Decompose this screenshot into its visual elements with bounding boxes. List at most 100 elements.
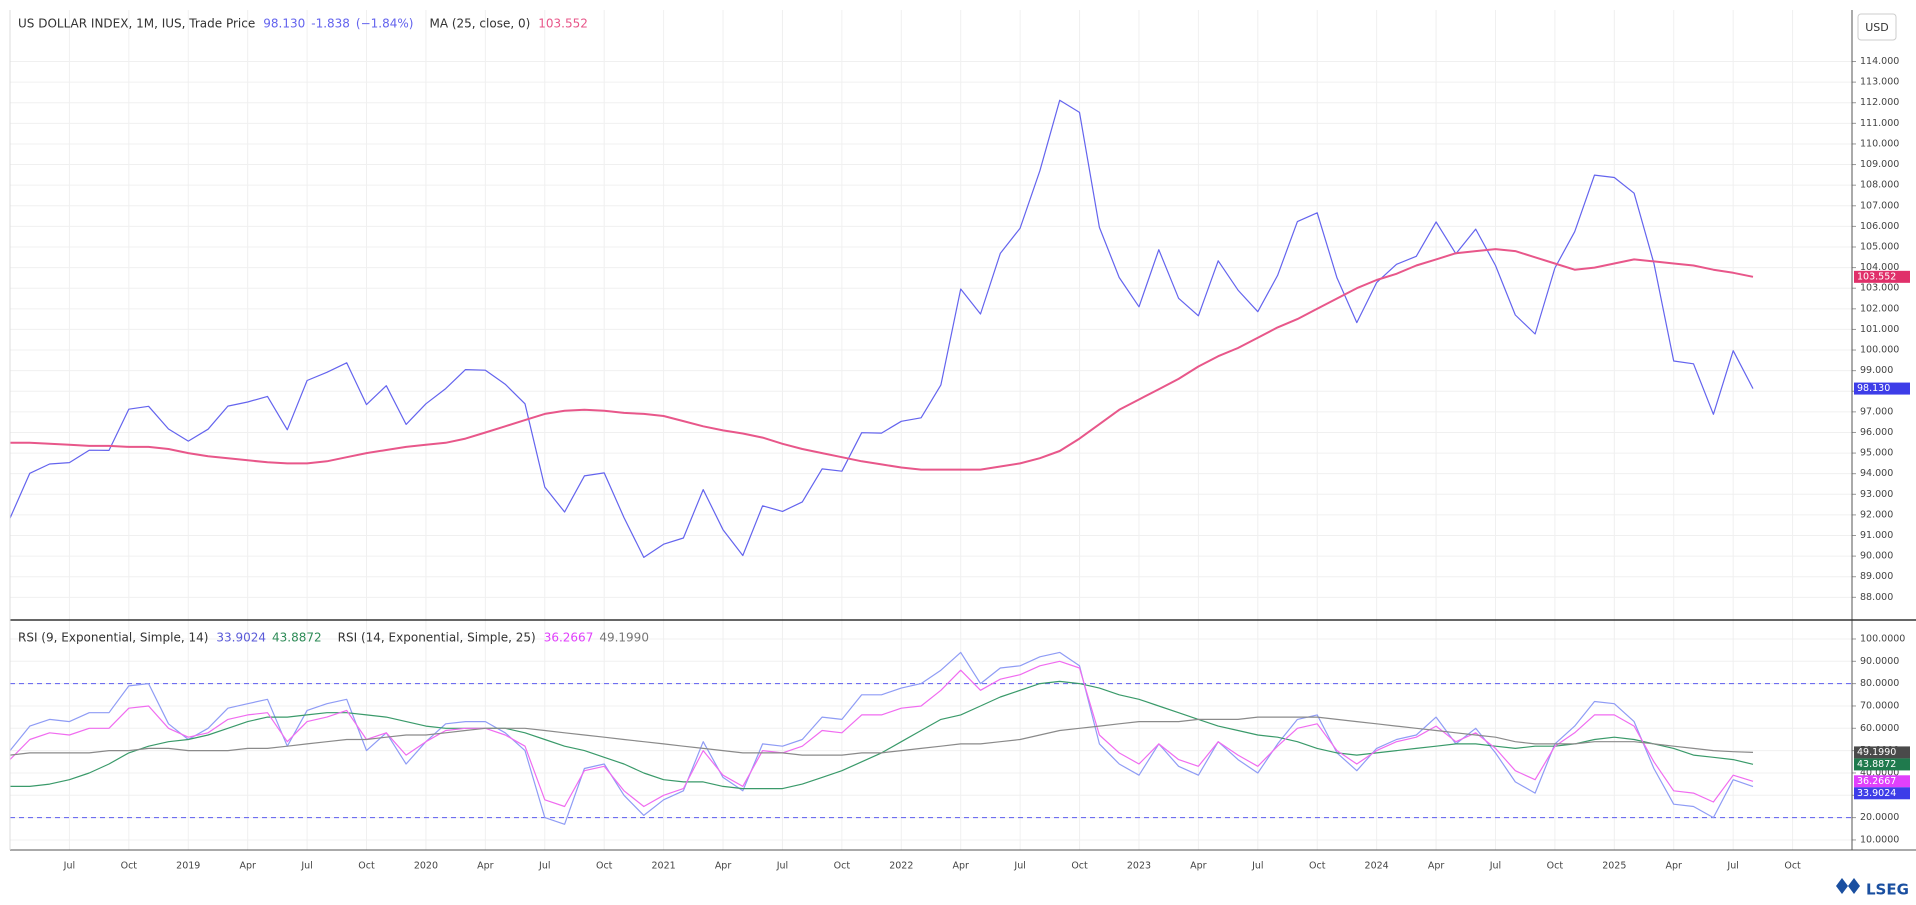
y-tick-label: 105.000 [1860, 241, 1899, 252]
x-tick-label: Oct [121, 861, 138, 872]
x-tick-label: 2023 [1127, 861, 1151, 872]
series-line [9, 660, 1754, 808]
legend-name: MA (25, close, 0) [429, 17, 530, 31]
x-tick-label: 2021 [652, 861, 676, 872]
y-tick-label: 107.000 [1860, 200, 1899, 211]
y-tick-label: 88.000 [1860, 592, 1893, 603]
x-tick-label: Jul [538, 861, 550, 872]
y-tick-label: 100.0000 [1860, 633, 1905, 644]
value-tag [1854, 270, 1910, 283]
y-tick-label: 70.0000 [1860, 700, 1899, 711]
y-tick-label: 108.000 [1860, 180, 1899, 191]
y-tick-label: 112.000 [1860, 97, 1899, 108]
x-tick-label: 2024 [1365, 861, 1389, 872]
value-tag [1854, 382, 1910, 395]
x-tick-label: Jul [1251, 861, 1263, 872]
y-tick-label: 89.000 [1860, 571, 1893, 582]
x-tick-label: Jul [1726, 861, 1738, 872]
y-tick-label: 60.0000 [1860, 723, 1899, 734]
x-tick-label: Apr [952, 861, 969, 872]
x-tick-label: 2020 [414, 861, 438, 872]
y-tick-label: 113.000 [1860, 77, 1899, 88]
value-tag [1854, 758, 1910, 771]
x-tick-label: 2019 [176, 861, 200, 872]
y-tick-label: 40.0000 [1860, 767, 1899, 778]
legend-name: US DOLLAR INDEX, 1M, IUS, Trade Price [18, 17, 255, 31]
x-tick-label: 2025 [1602, 861, 1626, 872]
legend-value: 103.552 [538, 17, 588, 31]
y-tick-label: 20.0000 [1860, 812, 1899, 823]
legend-value: 33.9024 [216, 631, 266, 645]
y-tick-label: 80.0000 [1860, 678, 1899, 689]
y-tick-label: 10.0000 [1860, 834, 1899, 845]
currency-button[interactable] [1857, 13, 1897, 41]
value-tag [1854, 746, 1910, 759]
y-tick-label: 100.000 [1860, 345, 1899, 356]
x-tick-label: Apr [715, 861, 732, 872]
legend-value: 98.130 [263, 17, 305, 31]
x-tick-label: Apr [239, 861, 256, 872]
overlay: Jul Oct 2019 Apr Jul Oct 2020 Apr Jul Oct 2021 Apr J… [18, 17, 1910, 872]
y-tick-label: 102.000 [1860, 303, 1899, 314]
y-tick-label: 109.000 [1860, 159, 1899, 170]
x-tick-label: Oct [596, 861, 613, 872]
legend-value: 36.2667 [544, 631, 594, 645]
brand-name: LSEG [1866, 881, 1909, 899]
x-tick-label: Apr [477, 861, 494, 872]
series-line [9, 99, 1754, 558]
currency-label: USD [1865, 21, 1889, 34]
x-tick-label: Oct [1071, 861, 1088, 872]
x-tick-label: Jul [776, 861, 788, 872]
x-tick-label: Oct [834, 861, 851, 872]
brand-logo: LSEG [1836, 878, 1909, 899]
value-tag-label: 49.1990 [1857, 747, 1896, 758]
value-tag [1854, 775, 1910, 788]
legend-name: RSI (14, Exponential, Simple, 25) [338, 631, 536, 645]
y-tick-label: 111.000 [1860, 118, 1899, 129]
y-tick-label: 91.000 [1860, 530, 1893, 541]
y-tick-label: 101.000 [1860, 324, 1899, 335]
y-tick-label: 104.000 [1860, 262, 1899, 273]
x-tick-label: Jul [63, 861, 75, 872]
legend-value: (−1.84%) [356, 17, 414, 31]
value-tag [1854, 787, 1910, 800]
y-tick-label: 110.000 [1860, 138, 1899, 149]
y-tick-label: 103.000 [1860, 283, 1899, 294]
legend-value: -1.838 [311, 17, 350, 31]
legend-name: RSI (9, Exponential, Simple, 14) [18, 631, 208, 645]
value-tag-label: 43.8872 [1857, 759, 1896, 770]
value-tag-label: 98.130 [1857, 383, 1890, 394]
y-tick-label: 106.000 [1860, 221, 1899, 232]
x-tick-label: Oct [1309, 861, 1326, 872]
x-tick-label: Jul [1489, 861, 1501, 872]
y-tick-label: 94.000 [1860, 468, 1893, 479]
legend-value: 49.1990 [599, 631, 649, 645]
x-tick-label: Apr [1190, 861, 1207, 872]
x-tick-label: Oct [1547, 861, 1564, 872]
y-tick-label: 114.000 [1860, 56, 1899, 67]
value-tag-label: 36.2667 [1857, 776, 1896, 787]
brand-icon [1836, 878, 1860, 894]
grid [10, 10, 1852, 850]
x-tick-label: Apr [1666, 861, 1683, 872]
series-line [9, 716, 1754, 756]
y-tick-label: 95.000 [1860, 448, 1893, 459]
legend-value: 43.8872 [272, 631, 322, 645]
y-tick-label: 92.000 [1860, 509, 1893, 520]
y-tick-label: 90.0000 [1860, 656, 1899, 667]
value-tag-label: 103.552 [1857, 271, 1896, 282]
x-tick-label: 2022 [889, 861, 913, 872]
x-tick-label: Oct [1784, 861, 1801, 872]
plot-lines [9, 99, 1754, 825]
x-tick-label: Jul [1013, 861, 1025, 872]
x-tick-label: Jul [300, 861, 312, 872]
y-tick-label: 90.000 [1860, 551, 1893, 562]
y-tick-label: 97.000 [1860, 406, 1893, 417]
x-tick-label: Apr [1428, 861, 1445, 872]
y-tick-label: 96.000 [1860, 427, 1893, 438]
value-tag-label: 33.9024 [1857, 788, 1896, 799]
y-tick-label: 93.000 [1860, 489, 1893, 500]
x-tick-label: Oct [358, 861, 375, 872]
